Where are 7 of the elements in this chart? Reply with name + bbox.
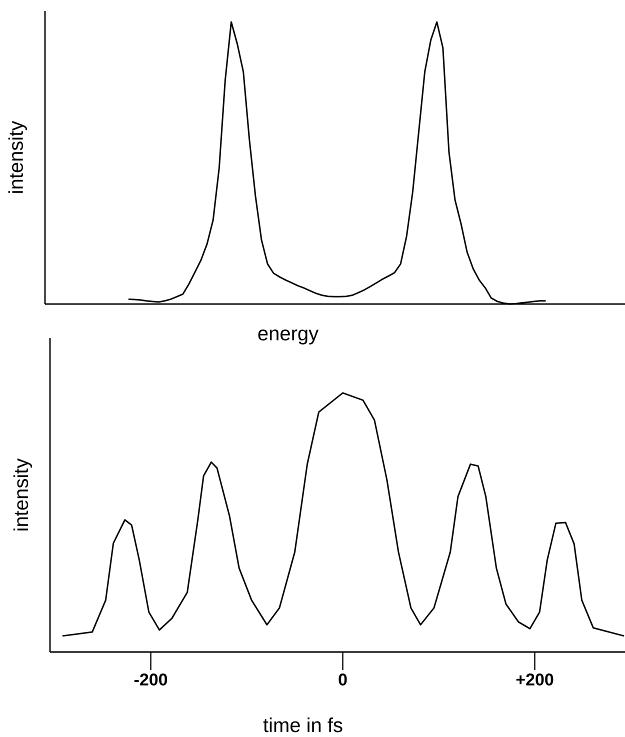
x-axis-title: time in fs [263,718,342,732]
x-axis-title: energy [258,330,319,344]
x-tick-label: -200 [134,674,168,686]
x-tick-label: 0 [338,674,347,686]
y-axis-title: intensity [8,120,27,193]
y-axis-title: intensity [13,458,32,530]
x-tick-label: +200 [516,674,554,686]
